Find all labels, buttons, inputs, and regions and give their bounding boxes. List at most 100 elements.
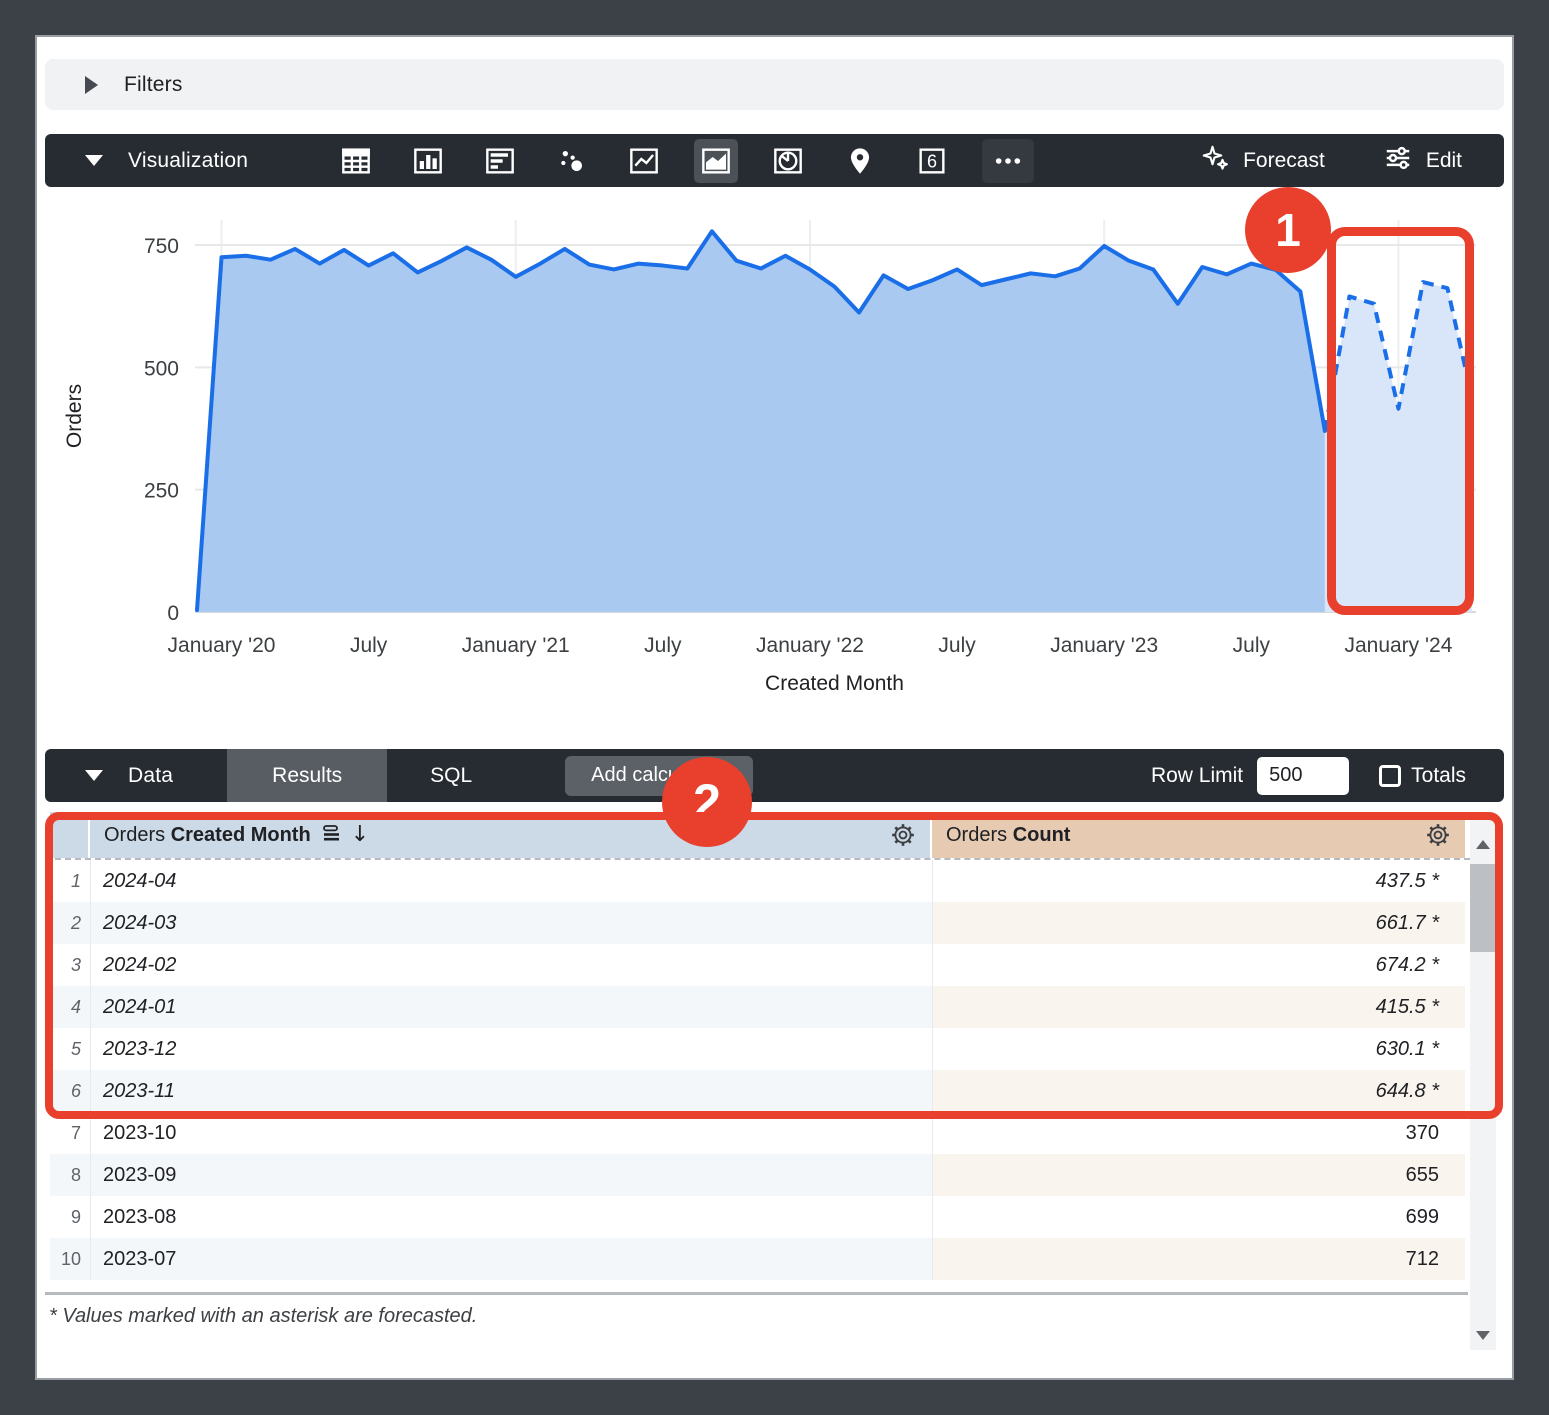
filters-label: Filters bbox=[124, 72, 183, 96]
row-number: 8 bbox=[50, 1154, 90, 1196]
sliders-icon bbox=[1383, 143, 1413, 179]
table-body: 1 2024-04 437.5 * 2 2024-03 661.7 * 3 2024-02 67… bbox=[45, 860, 1504, 1280]
forecast-button[interactable]: Forecast bbox=[1200, 143, 1325, 179]
table-row[interactable]: 3 2024-02 674.2 * bbox=[45, 944, 1504, 986]
cell-orders-count[interactable]: 415.5 * bbox=[932, 986, 1465, 1028]
callout-badge-2: 2 bbox=[662, 757, 752, 847]
svg-text:Created Month: Created Month bbox=[765, 672, 904, 695]
svg-text:January '20: January '20 bbox=[168, 634, 276, 657]
cell-created-month[interactable]: 2023-10 bbox=[90, 1112, 932, 1154]
single-value-icon[interactable]: 6 bbox=[910, 139, 954, 183]
cell-orders-count[interactable]: 655 bbox=[932, 1154, 1465, 1196]
row-number: 4 bbox=[50, 986, 90, 1028]
measure-view-name: Orders bbox=[946, 823, 1013, 846]
filters-section-header[interactable]: Filters bbox=[45, 59, 1504, 110]
cell-created-month[interactable]: 2024-02 bbox=[90, 944, 932, 986]
sparkle-icon bbox=[1200, 143, 1230, 179]
svg-text:500: 500 bbox=[144, 357, 179, 380]
table-row[interactable]: 7 2023-10 370 bbox=[45, 1112, 1504, 1154]
row-number: 6 bbox=[50, 1070, 90, 1112]
cell-created-month[interactable]: 2023-11 bbox=[90, 1070, 932, 1112]
cell-orders-count[interactable]: 630.1 * bbox=[932, 1028, 1465, 1070]
svg-text:January '24: January '24 bbox=[1344, 634, 1452, 657]
cell-created-month[interactable]: 2024-04 bbox=[90, 860, 932, 902]
cell-orders-count[interactable]: 644.8 * bbox=[932, 1070, 1465, 1112]
cell-orders-count[interactable]: 699 bbox=[932, 1196, 1465, 1238]
table-row[interactable]: 5 2023-12 630.1 * bbox=[45, 1028, 1504, 1070]
scrollbar-thumb[interactable] bbox=[1470, 864, 1496, 952]
sorted-field-icon bbox=[321, 823, 345, 848]
measure-gear-icon[interactable] bbox=[1425, 822, 1451, 848]
table-row[interactable]: 2 2024-03 661.7 * bbox=[45, 902, 1504, 944]
row-limit-input[interactable] bbox=[1257, 756, 1350, 795]
row-number: 9 bbox=[70, 1206, 81, 1227]
cell-orders-count[interactable]: 674.2 * bbox=[932, 944, 1465, 986]
single-value-icon-digit: 6 bbox=[927, 151, 937, 171]
dimension-field-name: Created Month bbox=[170, 823, 311, 846]
area-chart-icon[interactable] bbox=[694, 138, 739, 183]
chart-type-picker: 6 bbox=[334, 138, 1035, 183]
pie-chart-icon[interactable] bbox=[766, 139, 810, 183]
line-chart-icon[interactable] bbox=[622, 139, 666, 183]
callout-badge-1: 1 bbox=[1245, 187, 1331, 273]
bar-chart-icon[interactable] bbox=[478, 139, 522, 183]
cell-created-month[interactable]: 2023-09 bbox=[90, 1154, 932, 1196]
svg-text:January '22: January '22 bbox=[756, 634, 864, 657]
data-bar: Data Results SQL Add calculation Row Lim… bbox=[45, 749, 1504, 802]
forecast-label: Forecast bbox=[1243, 148, 1325, 172]
cell-created-month[interactable]: 2023-08 bbox=[90, 1196, 932, 1238]
tab-results[interactable]: Results bbox=[227, 749, 388, 802]
row-number: 3 bbox=[70, 954, 81, 975]
collapse-visualization-icon[interactable] bbox=[85, 155, 103, 166]
edit-button[interactable]: Edit bbox=[1383, 143, 1462, 179]
svg-text:January '23: January '23 bbox=[1050, 634, 1158, 657]
table-row[interactable]: 1 2024-04 437.5 * bbox=[45, 860, 1504, 902]
table-row[interactable]: 8 2023-09 655 bbox=[45, 1154, 1504, 1196]
orders-count-column-header[interactable]: Orders Count bbox=[932, 812, 1465, 858]
orders-area-chart[interactable]: 0 250 500 750 January '20 July January '21 July… bbox=[45, 187, 1504, 747]
totals-checkbox[interactable] bbox=[1379, 764, 1402, 787]
table-row[interactable]: 9 2023-08 699 bbox=[45, 1196, 1504, 1238]
column-chart-icon[interactable] bbox=[406, 139, 450, 183]
expand-filters-icon[interactable] bbox=[85, 75, 98, 94]
scroll-up-icon[interactable] bbox=[1476, 840, 1490, 849]
more-chart-types-icon[interactable] bbox=[982, 138, 1035, 183]
row-limit-label: Row Limit bbox=[1150, 763, 1244, 787]
cell-orders-count[interactable]: 661.7 * bbox=[932, 902, 1465, 944]
cell-created-month[interactable]: 2024-03 bbox=[90, 902, 932, 944]
scroll-down-icon[interactable] bbox=[1476, 1331, 1490, 1340]
svg-text:750: 750 bbox=[144, 235, 179, 258]
cell-created-month[interactable]: 2024-01 bbox=[90, 986, 932, 1028]
table-bottom-rule bbox=[45, 1292, 1468, 1295]
table-row[interactable]: 4 2024-01 415.5 * bbox=[45, 986, 1504, 1028]
row-number: 5 bbox=[70, 1038, 81, 1059]
cell-orders-count[interactable]: 712 bbox=[932, 1238, 1465, 1280]
table-chart-icon[interactable] bbox=[334, 139, 378, 183]
visualization-label: Visualization bbox=[128, 148, 249, 172]
row-number-column-header bbox=[50, 812, 88, 858]
dimension-gear-icon[interactable] bbox=[890, 822, 916, 848]
forecast-footnote: * Values marked with an asterisk are for… bbox=[49, 1305, 478, 1327]
row-number: 10 bbox=[50, 1238, 90, 1280]
sort-descending-icon: ↓ bbox=[350, 822, 370, 847]
tab-sql[interactable]: SQL bbox=[430, 763, 473, 787]
vertical-scrollbar[interactable] bbox=[1470, 818, 1496, 1350]
created-month-column-header[interactable]: Orders Created Month ↓ bbox=[90, 812, 930, 858]
cell-orders-count[interactable]: 437.5 * bbox=[932, 860, 1465, 902]
measure-field-name: Count bbox=[1012, 823, 1071, 846]
cell-created-month[interactable]: 2023-12 bbox=[90, 1028, 932, 1070]
dimension-view-name: Orders bbox=[104, 823, 171, 846]
totals-label: Totals bbox=[1411, 763, 1466, 787]
map-chart-icon[interactable] bbox=[838, 139, 882, 183]
visualization-bar: Visualization bbox=[45, 134, 1504, 187]
cell-orders-count[interactable]: 370 bbox=[932, 1112, 1465, 1154]
svg-text:July: July bbox=[644, 634, 682, 657]
scatter-chart-icon[interactable] bbox=[550, 139, 594, 183]
table-row[interactable]: 10 2023-07 712 bbox=[45, 1238, 1504, 1280]
cell-created-month[interactable]: 2023-07 bbox=[90, 1238, 932, 1280]
explore-page: Filters Visualization bbox=[35, 35, 1514, 1380]
collapse-data-icon[interactable] bbox=[85, 770, 103, 781]
svg-text:250: 250 bbox=[144, 480, 179, 503]
table-row[interactable]: 6 2023-11 644.8 * bbox=[45, 1070, 1504, 1112]
svg-text:July: July bbox=[350, 634, 388, 657]
